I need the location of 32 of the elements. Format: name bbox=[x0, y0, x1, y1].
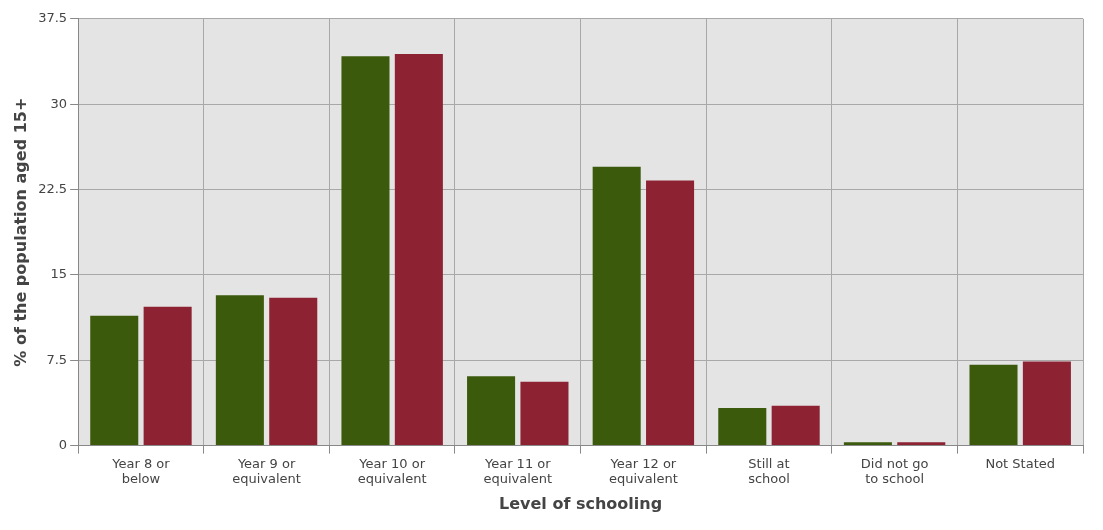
bar bbox=[1022, 361, 1071, 446]
y-axis-title: % of the population aged 15+ bbox=[10, 97, 30, 367]
bar bbox=[520, 381, 569, 446]
y-tick-label: 22.5 bbox=[38, 180, 68, 196]
y-tick-label: 7.5 bbox=[46, 351, 68, 367]
bar bbox=[394, 54, 443, 446]
bar bbox=[843, 442, 892, 446]
bar bbox=[592, 166, 641, 446]
x-tick-label: Year 8 or below bbox=[111, 455, 171, 487]
bar bbox=[718, 408, 767, 446]
bar bbox=[143, 306, 192, 446]
x-axis-title: Level of schooling bbox=[499, 493, 663, 513]
y-tick-label: 15 bbox=[50, 266, 68, 282]
x-tick-label: Year 9 or equivalent bbox=[232, 455, 301, 487]
x-tick-label: Not Stated bbox=[985, 455, 1055, 471]
y-tick-label: 37.5 bbox=[38, 10, 68, 26]
bar bbox=[646, 180, 695, 446]
x-tick-label: Still at school bbox=[748, 455, 790, 487]
bar bbox=[897, 442, 946, 446]
bar bbox=[969, 364, 1018, 446]
x-tick-label: Year 10 or equivalent bbox=[357, 455, 427, 487]
bar bbox=[341, 56, 390, 446]
bar bbox=[467, 376, 516, 446]
x-tick-label: Year 11 or equivalent bbox=[483, 455, 553, 487]
bar bbox=[215, 295, 264, 446]
bar bbox=[90, 315, 139, 446]
y-tick-label: 0 bbox=[58, 436, 68, 452]
x-tick-label: Year 12 or equivalent bbox=[609, 455, 678, 487]
bar bbox=[771, 405, 820, 446]
y-tick-label: 30 bbox=[50, 95, 68, 111]
bar bbox=[269, 297, 318, 446]
x-tick-label: Did not go to school bbox=[860, 455, 929, 487]
